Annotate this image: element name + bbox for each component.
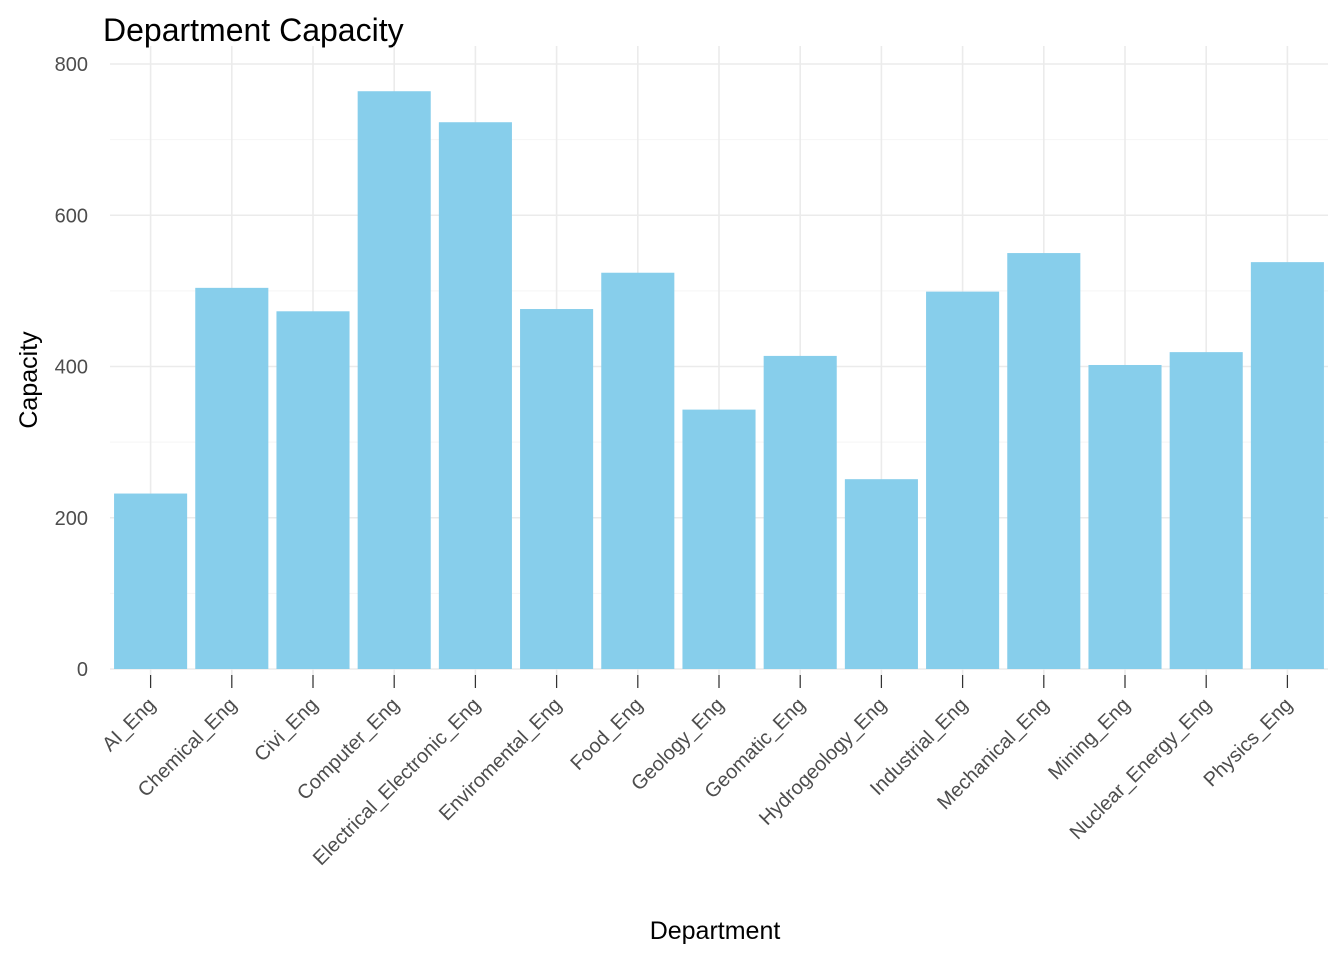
chart-title: Department Capacity	[103, 12, 404, 48]
y-tick-label: 400	[55, 357, 88, 379]
bar-Geomatic_Eng	[763, 355, 837, 669]
bar-Food_Eng	[601, 272, 675, 669]
bar-Nuclear_Energy_Eng	[1169, 352, 1243, 669]
bar-Chemical_Eng	[195, 287, 269, 669]
x-axis-title: Department	[650, 917, 781, 945]
bar-Hydrogeology_Eng	[844, 479, 918, 669]
bar-Geology_Eng	[682, 409, 756, 669]
bar-Industrial_Eng	[926, 291, 1000, 669]
bar-Computer_Eng	[357, 91, 431, 670]
x-tick-label: Mining_Eng	[1044, 694, 1134, 784]
y-axis-ticks: 0 200 400 600 800	[55, 54, 88, 681]
bar-Electrical_Electronic_Eng	[438, 122, 512, 669]
x-tick-label: Electrical_Electronic_Eng	[309, 694, 485, 870]
bar-Enviromental_Eng	[520, 309, 594, 669]
x-tick-label: Nuclear_Energy_Eng	[1066, 694, 1216, 844]
y-axis-title: Capacity	[15, 331, 43, 429]
bars	[114, 91, 1324, 670]
x-tick-label: AI_Eng	[98, 694, 160, 756]
bar-AI_Eng	[114, 493, 188, 669]
x-tick-label: Food_Eng	[567, 694, 648, 775]
bar-Physics_Eng	[1250, 262, 1324, 669]
bar-Mechanical_Eng	[1007, 253, 1081, 669]
y-tick-label: 200	[55, 508, 88, 530]
x-tick-label: Civi_Eng	[250, 694, 322, 766]
bar-Mining_Eng	[1088, 364, 1162, 669]
bar-Civi_Eng	[276, 311, 350, 669]
y-tick-label: 800	[55, 54, 88, 76]
y-tick-label: 600	[55, 205, 88, 227]
y-tick-label: 0	[77, 659, 88, 681]
